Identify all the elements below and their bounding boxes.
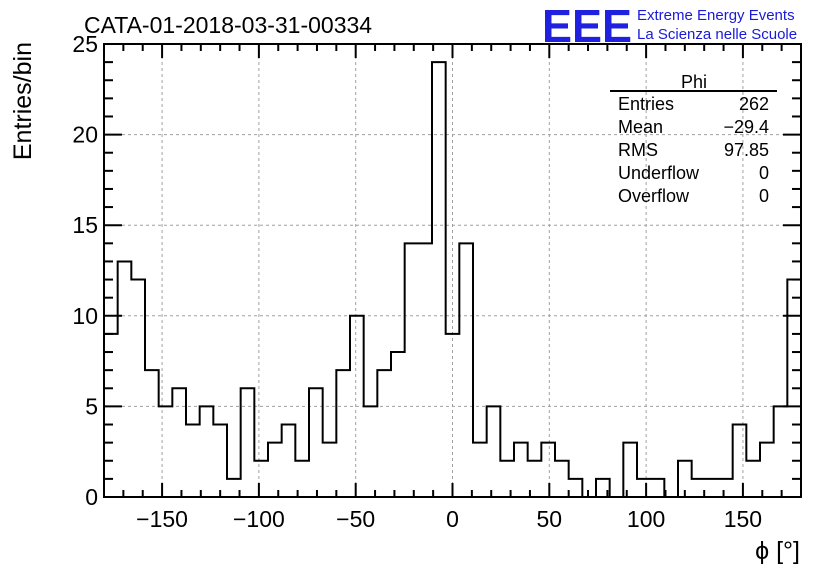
histogram-bin: [705, 479, 719, 497]
x-tick-label: −50: [336, 506, 375, 532]
histogram-bin: [364, 406, 378, 497]
y-tick-label: 10: [72, 303, 98, 329]
histogram-bin: [623, 443, 637, 497]
stats-value-underflow: 0: [759, 163, 769, 183]
stats-label-overflow: Overflow: [618, 186, 690, 206]
stats-label-entries: Entries: [618, 94, 674, 114]
histogram-bin: [487, 406, 501, 497]
histogram-bin: [241, 388, 255, 497]
histogram-bin: [733, 425, 747, 497]
histogram-bin: [254, 461, 268, 497]
histogram-bin: [774, 406, 788, 497]
histogram-bin: [350, 316, 364, 497]
y-tick-label: 20: [72, 122, 98, 148]
histogram-bin: [569, 479, 583, 497]
x-tick-label: −100: [233, 506, 285, 532]
y-axis-label: Entries/bin: [9, 42, 37, 160]
histogram-bin: [541, 443, 555, 497]
histogram-bin: [719, 479, 733, 497]
stats-value-mean: −29.4: [723, 117, 769, 137]
x-tick-label: 0: [446, 506, 459, 532]
x-axis-ticks: −150 −100 −50 0 50 100 150: [122, 44, 783, 532]
stats-box: Phi Entries 262 Mean −29.4 RMS 97.85 Und…: [610, 72, 777, 206]
y-tick-label: 15: [72, 212, 98, 238]
histogram-bin: [459, 243, 473, 497]
y-tick-label: 5: [85, 393, 98, 419]
x-tick-label: 150: [724, 506, 762, 532]
y-tick-label: 25: [72, 31, 98, 57]
x-tick-label: 100: [627, 506, 665, 532]
histogram-bin: [186, 425, 200, 497]
x-axis-label: ϕ [°]: [755, 537, 800, 565]
y-axis-ticks: 0 5 10 15 20 25: [72, 31, 801, 510]
stats-label-rms: RMS: [618, 140, 658, 160]
histogram-bin: [268, 443, 282, 497]
histogram-bin: [651, 479, 665, 497]
histogram-bin: [432, 62, 446, 497]
histogram-bin: [159, 406, 173, 497]
histogram-bin: [323, 443, 337, 497]
x-tick-label: −150: [136, 506, 188, 532]
logo-line-2: La Scienza nelle Scuole: [637, 26, 797, 43]
histogram-bin: [172, 388, 186, 497]
histogram-bin: [514, 443, 528, 497]
stats-box-title: Phi: [681, 72, 707, 92]
histogram-bin: [760, 443, 774, 497]
histogram-bin: [637, 479, 651, 497]
eee-logo: EEE Extreme Energy Events La Scienza nel…: [542, 0, 797, 52]
histogram-bin: [555, 461, 569, 497]
histogram-bin: [145, 370, 159, 497]
histogram-bin: [391, 352, 405, 497]
histogram-bin: [446, 334, 460, 497]
histogram-bin: [282, 425, 296, 497]
y-tick-label: 0: [85, 484, 98, 510]
histogram-bin: [213, 425, 227, 497]
histogram-bin: [336, 370, 350, 497]
histogram-bin: [746, 461, 760, 497]
histogram-bin: [118, 261, 132, 497]
stats-value-rms: 97.85: [724, 140, 769, 160]
histogram-bin: [500, 461, 514, 497]
stats-label-underflow: Underflow: [618, 163, 700, 183]
stats-label-mean: Mean: [618, 117, 663, 137]
histogram-bin: [377, 370, 391, 497]
histogram-bin: [131, 280, 145, 497]
logo-line-1: Extreme Energy Events: [637, 7, 795, 24]
histogram-bin: [473, 443, 487, 497]
histogram-bin: [405, 243, 419, 497]
histogram-bin: [309, 388, 323, 497]
x-tick-label: 50: [537, 506, 563, 532]
histogram-bin: [104, 334, 118, 497]
histogram-bin: [418, 243, 432, 497]
stats-value-entries: 262: [739, 94, 769, 114]
histogram-bin: [200, 406, 214, 497]
chart-title: CATA-01-2018-03-31-00334: [84, 12, 372, 38]
grid-lines: [104, 44, 801, 497]
stats-value-overflow: 0: [759, 186, 769, 206]
